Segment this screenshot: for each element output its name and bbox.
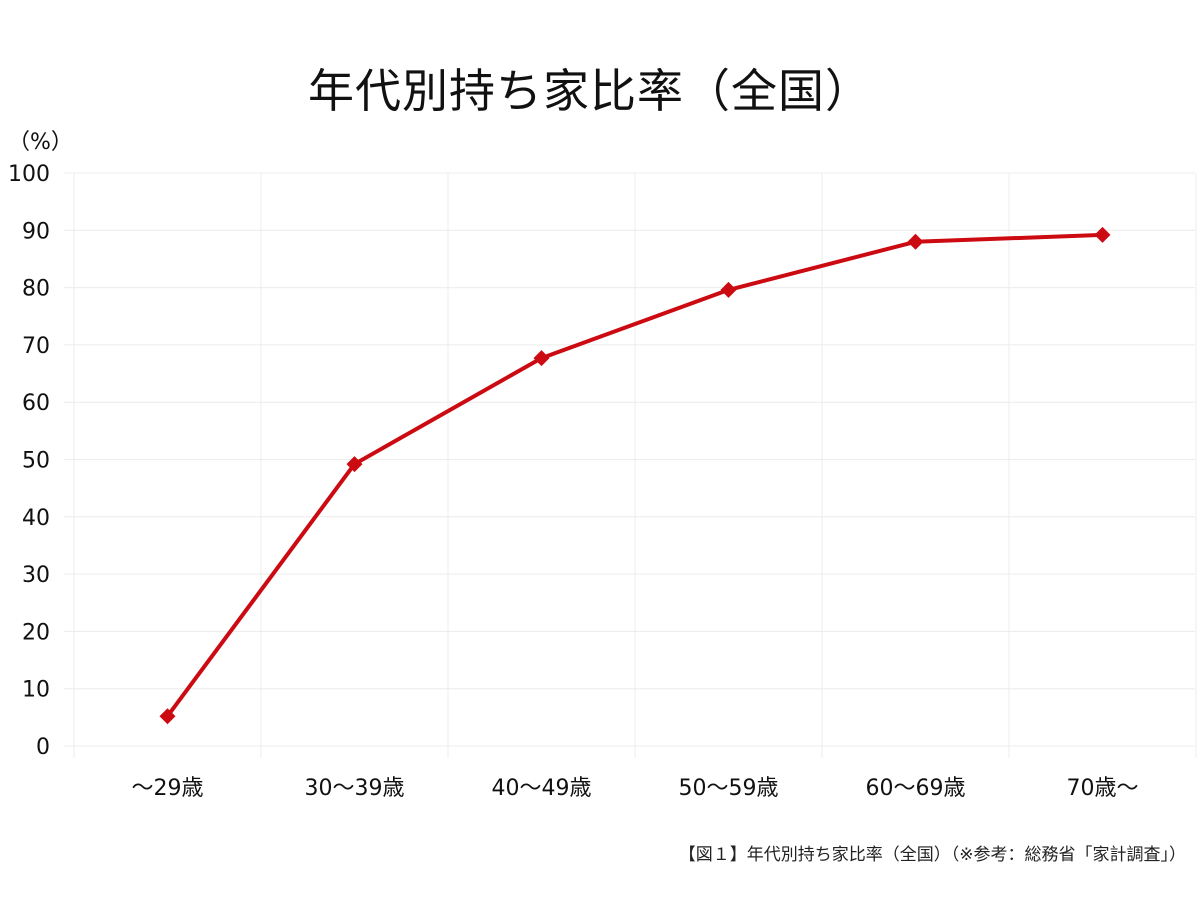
y-tick-label: 30 xyxy=(22,563,50,588)
x-tick-label: 50～59歳 xyxy=(679,776,779,801)
y-tick-label: 60 xyxy=(22,391,50,416)
x-tick-label: ～29歳 xyxy=(132,776,204,801)
data-point-marker xyxy=(346,456,363,473)
y-tick-label: 20 xyxy=(22,620,50,645)
data-point-marker xyxy=(1094,226,1111,243)
series-line xyxy=(165,232,1103,718)
x-tick-label: 30～39歳 xyxy=(305,776,405,801)
figure-caption: 【図１】年代別持ち家比率（全国）（※参考：総務省「家計調査」） xyxy=(678,845,1186,865)
data-point-marker xyxy=(159,708,176,725)
y-tick-label: 50 xyxy=(22,449,50,474)
x-tick-label: 60～69歳 xyxy=(866,776,966,801)
y-tick-label: 90 xyxy=(22,219,50,244)
y-tick-label: 40 xyxy=(22,506,50,531)
y-axis-unit: （%） xyxy=(8,130,73,155)
data-point-marker xyxy=(907,233,924,250)
x-tick-label: 70歳～ xyxy=(1067,776,1139,801)
chart-title: 年代別持ち家比率（全国） xyxy=(308,64,872,118)
x-tick-label: 40～49歳 xyxy=(492,776,592,801)
y-tick-label: 100 xyxy=(8,162,50,187)
y-tick-label: 70 xyxy=(22,334,50,359)
data-point-marker xyxy=(720,281,737,298)
y-tick-label: 10 xyxy=(22,678,50,703)
y-tick-label: 80 xyxy=(22,277,50,302)
data-point-marker xyxy=(533,350,550,367)
y-tick-label: 0 xyxy=(36,735,50,760)
